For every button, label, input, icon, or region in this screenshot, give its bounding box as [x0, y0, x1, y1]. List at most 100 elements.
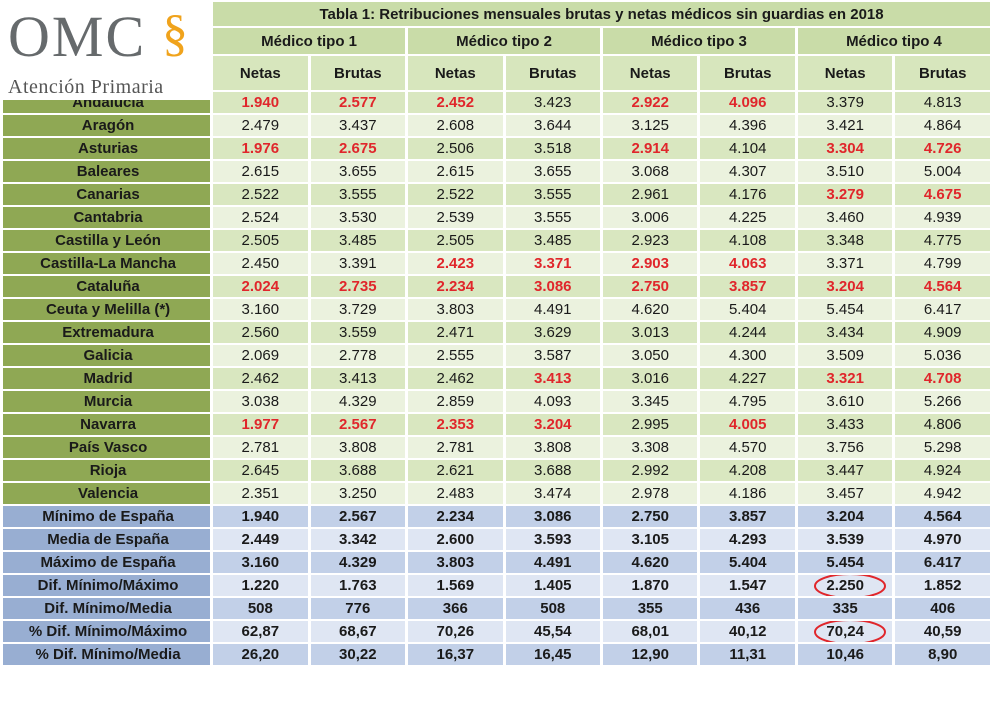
summary-cell: 45,54 [505, 621, 601, 642]
table-cell: 3.559 [310, 322, 406, 343]
table-cell: 3.688 [505, 460, 601, 481]
summary-cell: 2.600 [408, 529, 503, 550]
table-cell: 3.013 [603, 322, 698, 343]
table-cell: 3.308 [603, 437, 698, 458]
table-cell: 1.977 [213, 414, 308, 435]
table-cell: 2.479 [213, 115, 308, 136]
summary-cell: 10,46 [797, 644, 893, 665]
summary-cell-text: 70,24 [826, 623, 864, 640]
table-row: Valencia 2.351 3.250 2.483 3.474 2.978 4.186 3.… [3, 483, 990, 504]
table-cell: 4.227 [700, 368, 795, 389]
summary-cell: 2.750 [603, 506, 698, 527]
table-cell: 3.421 [797, 115, 893, 136]
table-cell: 3.321 [797, 368, 893, 389]
table-cell: 4.620 [603, 299, 698, 320]
table-cell: 2.450 [213, 253, 308, 274]
table-cell: 2.923 [603, 230, 698, 251]
summary-cell: 1.220 [213, 575, 308, 596]
table-cell: 3.644 [505, 115, 601, 136]
table-cell: 3.447 [797, 460, 893, 481]
summary-row: % Dif. Mínimo/Máximo 62,87 68,67 70,26 45,54… [3, 621, 990, 642]
summary-cell: 62,87 [213, 621, 308, 642]
summary-label: % Dif. Mínimo/Media [3, 644, 211, 665]
table-row: País Vasco 2.781 3.808 2.781 3.808 3.308 4.570… [3, 437, 990, 458]
summary-cell: 3.086 [505, 506, 601, 527]
table-cell: 2.961 [603, 184, 698, 205]
table-row: Cataluña 2.024 2.735 2.234 3.086 2.750 3.857 3.… [3, 276, 990, 297]
table-cell: 2.555 [408, 345, 503, 366]
table-cell: 5.036 [895, 345, 990, 366]
table-cell: 4.176 [700, 184, 795, 205]
table-row: Murcia 3.038 4.329 2.859 4.093 3.345 4.795 3.61… [3, 391, 990, 412]
table-cell: 3.016 [603, 368, 698, 389]
table-cell: 2.675 [310, 138, 406, 159]
table-cell: 2.781 [213, 437, 308, 458]
region-label: Galicia [3, 345, 211, 366]
table-cell: 5.298 [895, 437, 990, 458]
table-cell: 3.038 [213, 391, 308, 412]
summary-cell: 30,22 [310, 644, 406, 665]
table-cell: 4.300 [700, 345, 795, 366]
table-cell: 4.795 [700, 391, 795, 412]
summary-cell: 68,01 [603, 621, 698, 642]
table-cell: 4.329 [310, 391, 406, 412]
brutas-header: Brutas [505, 56, 601, 90]
summary-cell: 16,45 [505, 644, 601, 665]
summary-cell: 508 [505, 598, 601, 619]
table-cell: 3.345 [603, 391, 698, 412]
summary-cell: 68,67 [310, 621, 406, 642]
region-label: Valencia [3, 483, 211, 504]
table-cell: 2.462 [213, 368, 308, 389]
table-cell: 2.577 [310, 92, 406, 113]
table-cell: 4.108 [700, 230, 795, 251]
region-label: País Vasco [3, 437, 211, 458]
table-cell: 2.615 [408, 161, 503, 182]
table-cell: 4.726 [895, 138, 990, 159]
summary-cell: 1.405 [505, 575, 601, 596]
summary-cell-text: 2.250 [826, 577, 864, 594]
table-cell: 4.942 [895, 483, 990, 504]
region-label: Baleares [3, 161, 211, 182]
summary-cell: 776 [310, 598, 406, 619]
table-cell: 4.307 [700, 161, 795, 182]
table-row: Galicia 2.069 2.778 2.555 3.587 3.050 4.300 3.5… [3, 345, 990, 366]
table-cell: 3.457 [797, 483, 893, 504]
region-label: Murcia [3, 391, 211, 412]
summary-cell: 406 [895, 598, 990, 619]
summary-label: Mínimo de España [3, 506, 211, 527]
summary-cell: 1.940 [213, 506, 308, 527]
table-cell: 3.555 [505, 207, 601, 228]
table-cell: 5.454 [797, 299, 893, 320]
table-cell: 2.922 [603, 92, 698, 113]
table-cell: 3.555 [310, 184, 406, 205]
salary-table: Tabla 1: Retribuciones mensuales brutas … [3, 2, 990, 665]
summary-cell: 355 [603, 598, 698, 619]
table-row: Canarias 2.522 3.555 2.522 3.555 2.961 4.176 3.… [3, 184, 990, 205]
table-row: Castilla-La Mancha 2.450 3.391 2.423 3.371 2.… [3, 253, 990, 274]
region-label: Extremadura [3, 322, 211, 343]
region-label: Castilla-La Mancha [3, 253, 211, 274]
table-cell: 3.204 [505, 414, 601, 435]
table-cell: 3.006 [603, 207, 698, 228]
table-cell: 3.530 [310, 207, 406, 228]
table-cell: 3.485 [505, 230, 601, 251]
summary-cell: 40,12 [700, 621, 795, 642]
table-cell: 3.391 [310, 253, 406, 274]
table-cell: 2.735 [310, 276, 406, 297]
summary-row: Dif. Mínimo/Media 508 776 366 508 355 436 335 40… [3, 598, 990, 619]
red-circle-annotation [814, 621, 887, 642]
summary-cell: 4.329 [310, 552, 406, 573]
red-circle-annotation [814, 575, 887, 596]
summary-cell: 1.852 [895, 575, 990, 596]
summary-label: Media de España [3, 529, 211, 550]
table-cell: 2.471 [408, 322, 503, 343]
table-cell: 4.244 [700, 322, 795, 343]
table-cell: 3.433 [797, 414, 893, 435]
table-cell: 2.505 [213, 230, 308, 251]
table-cell: 3.474 [505, 483, 601, 504]
summary-cell: 70,24 [797, 621, 893, 642]
table-cell: 3.688 [310, 460, 406, 481]
summary-cell: 8,90 [895, 644, 990, 665]
brutas-header: Brutas [310, 56, 406, 90]
table-cell: 3.371 [797, 253, 893, 274]
